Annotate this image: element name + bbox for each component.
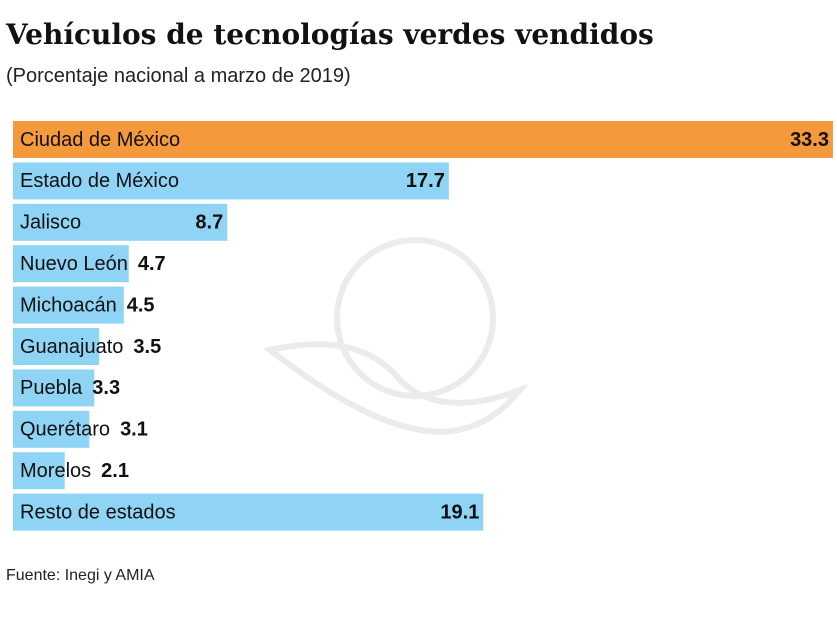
value-label: 33.3 bbox=[790, 129, 829, 151]
watermark bbox=[263, 237, 530, 435]
value-label: 4.7 bbox=[138, 253, 166, 275]
bar bbox=[13, 410, 90, 448]
category-label: Morelos bbox=[20, 460, 91, 482]
bar bbox=[13, 286, 124, 324]
value-label: 17.7 bbox=[406, 170, 445, 192]
category-label: Puebla bbox=[20, 377, 83, 399]
value-label: 19.1 bbox=[440, 501, 479, 523]
value-label: 2.1 bbox=[101, 460, 129, 482]
chart-title: Vehículos de tecnologías verdes vendidos bbox=[5, 18, 654, 51]
category-label: Guanajuato bbox=[20, 336, 123, 358]
bar bbox=[13, 203, 228, 241]
category-label: Michoacán bbox=[20, 294, 117, 316]
value-label: 3.1 bbox=[120, 419, 148, 441]
bar bbox=[13, 328, 100, 365]
category-label: Querétaro bbox=[20, 419, 110, 441]
category-label: Nuevo León bbox=[20, 253, 128, 275]
category-label: Ciudad de México bbox=[20, 129, 180, 151]
category-label: Resto de estados bbox=[20, 501, 176, 523]
bar bbox=[13, 369, 95, 407]
category-label: Estado de México bbox=[20, 170, 179, 192]
category-label: Jalisco bbox=[20, 212, 81, 234]
source: Fuente: Inegi y AMIA bbox=[6, 567, 155, 584]
value-label: 3.5 bbox=[133, 336, 161, 358]
bar bbox=[13, 245, 129, 283]
bar bbox=[13, 162, 449, 200]
value-label: 3.3 bbox=[92, 377, 120, 399]
value-label: 8.7 bbox=[195, 212, 223, 234]
chart-subtitle: (Porcentaje nacional a marzo de 2019) bbox=[6, 65, 351, 87]
bar bbox=[13, 121, 833, 158]
bar bbox=[13, 493, 484, 531]
value-label: 4.5 bbox=[127, 294, 155, 316]
bar bbox=[13, 452, 65, 490]
